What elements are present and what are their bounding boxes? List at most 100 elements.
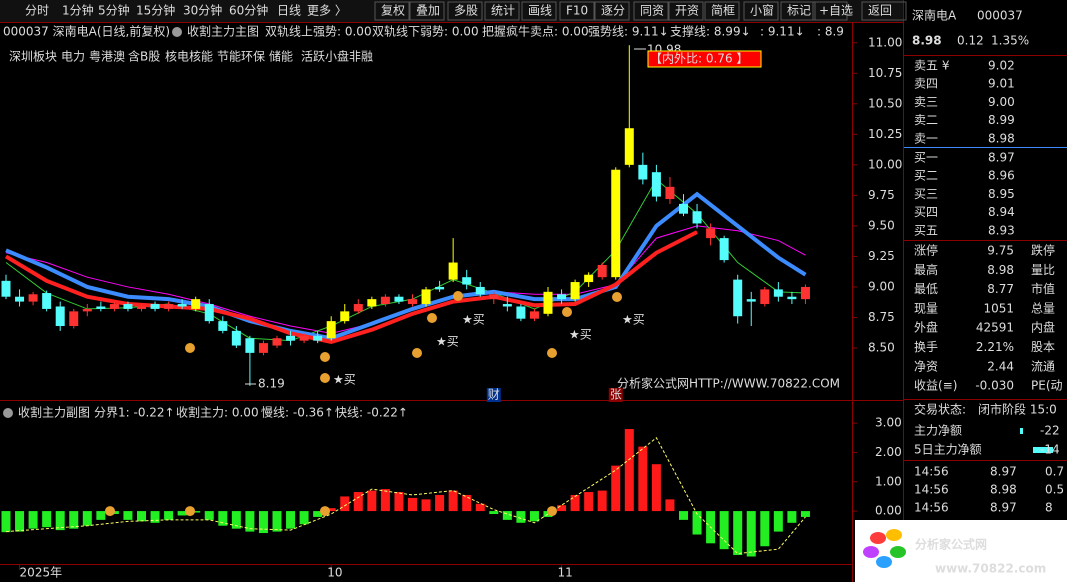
bar xyxy=(746,511,756,557)
stat-value: 8.98 xyxy=(987,263,1014,277)
candle-body xyxy=(679,203,688,214)
toolbar-button[interactable]: 15分钟 xyxy=(136,3,175,18)
y-tick-label: 2.00 xyxy=(875,445,902,459)
candle-body xyxy=(326,321,336,339)
stat-value: 9.75 xyxy=(987,244,1014,258)
concept-tag[interactable]: 节能环保 xyxy=(217,50,265,64)
concept-tag[interactable]: 粤港澳 xyxy=(89,49,125,64)
indicator-icon xyxy=(3,408,13,418)
candle-body xyxy=(529,311,539,319)
toolbar-button[interactable]: 日线 xyxy=(277,4,301,18)
toolbar-button[interactable]: 1分钟 xyxy=(62,3,94,18)
money-bag-icon xyxy=(185,506,195,517)
toolbar-button[interactable]: 60分钟 xyxy=(229,3,268,18)
bar xyxy=(516,511,526,523)
stat-label: 换手 xyxy=(914,340,938,354)
candle-body xyxy=(96,306,106,309)
money-bag-icon xyxy=(320,506,330,517)
candle-body xyxy=(380,296,390,305)
bar xyxy=(137,511,146,522)
concept-tag[interactable]: 含B股 xyxy=(128,49,160,64)
bar xyxy=(448,490,458,512)
stat-label: 涨停 xyxy=(914,243,938,258)
concept-tag[interactable]: 活跃小盘非融 xyxy=(301,49,373,64)
indicator-value: : 9.11↓ xyxy=(760,25,805,39)
money-bag-icon xyxy=(547,506,557,517)
change: 0.12 xyxy=(957,34,984,48)
toolbar-button[interactable]: 30分钟 xyxy=(183,3,222,18)
toolbar-button[interactable]: 叠加 xyxy=(416,4,440,18)
toolbar-button-frame xyxy=(521,1,557,21)
toolbar-button-frame xyxy=(861,1,907,21)
bar xyxy=(353,492,363,512)
candle-body xyxy=(191,299,201,309)
y-tick-label: 8.75 xyxy=(868,310,895,324)
indicator-line xyxy=(4,230,698,344)
toolbar-button[interactable]: 统计 xyxy=(491,4,515,18)
candle-body xyxy=(489,294,499,300)
toolbar-button[interactable]: 复权 xyxy=(381,4,405,18)
x-tick-label: 10 xyxy=(327,566,342,580)
candle-body xyxy=(286,335,296,341)
ask-price: 9.01 xyxy=(988,77,1015,91)
indicator-value: 把握疯牛卖点: 0.00 xyxy=(482,24,589,39)
indicator-name: 收割主力主图 xyxy=(187,24,259,39)
toolbar-button[interactable]: 简框 xyxy=(711,4,735,18)
concept-tag[interactable]: 电力 xyxy=(61,50,85,64)
bar xyxy=(435,494,445,512)
concept-tag[interactable]: 深圳板块 xyxy=(9,50,57,64)
change-pct: 1.35% xyxy=(991,34,1029,48)
tick-price: 8.98 xyxy=(990,483,1017,497)
event-label: 张 xyxy=(610,388,622,402)
bar xyxy=(502,511,512,520)
candle-body xyxy=(719,238,729,261)
toolbar-button[interactable]: 逐分 xyxy=(601,4,625,18)
low-label: 8.19 xyxy=(258,377,285,391)
toolbar-button[interactable]: 5分钟 xyxy=(98,3,130,18)
toolbar-button[interactable]: 小窗 xyxy=(750,4,774,18)
toolbar-button[interactable]: 更多 〉 xyxy=(307,4,347,18)
stat-label: 最低 xyxy=(914,282,938,296)
candle-body xyxy=(543,291,553,314)
candle-body xyxy=(218,321,228,331)
tick-price: 8.97 xyxy=(990,465,1017,479)
ask-label: 卖三 xyxy=(914,95,938,109)
toolbar-button[interactable]: +自选 xyxy=(819,4,853,18)
toolbar-button[interactable]: 分时 xyxy=(25,4,49,18)
toolbar-button-frame xyxy=(780,1,816,21)
stock-code: 000037 xyxy=(977,9,1023,23)
toolbar-button[interactable]: 返回 xyxy=(868,4,892,18)
candle-body xyxy=(177,304,187,307)
y-tick-label: 10.25 xyxy=(868,127,902,141)
candle-body xyxy=(150,304,160,309)
toolbar-button-frame xyxy=(704,1,740,21)
toolbar-button[interactable]: 画线 xyxy=(528,4,552,18)
toolbar-button[interactable]: 同资 xyxy=(640,4,664,18)
candle-body xyxy=(204,304,214,322)
y-tick-label: 9.75 xyxy=(868,188,895,202)
toolbar-button[interactable]: F10 xyxy=(566,4,588,18)
candle-body xyxy=(800,286,810,300)
bar xyxy=(191,511,201,513)
concept-tag[interactable]: 核电核能 xyxy=(165,50,213,64)
legend-item: 收割主力: 0.00 xyxy=(176,405,259,420)
ask-label: 卖五 ¥ xyxy=(914,59,950,73)
toolbar-button[interactable]: 多股 xyxy=(454,4,478,18)
toolbar-button[interactable]: 标记 xyxy=(787,4,811,18)
bar xyxy=(624,429,634,512)
toolbar-button[interactable]: 开资 xyxy=(675,4,699,18)
ask-price: 8.98 xyxy=(988,131,1015,145)
bar xyxy=(611,465,621,512)
bar xyxy=(286,511,296,529)
toolbar-button-frame xyxy=(812,1,848,21)
tick-price: 8.97 xyxy=(990,501,1017,515)
money-bag-icon xyxy=(612,292,622,302)
toolbar-button-frame xyxy=(409,1,445,21)
concept-tag[interactable]: 储能 xyxy=(269,49,293,64)
bid-label: 买五 xyxy=(914,223,938,237)
bar xyxy=(421,499,431,512)
watermark: 分析家公式网HTTP://WWW.70822.COM xyxy=(617,376,840,391)
candle-body xyxy=(245,338,255,353)
candle-body xyxy=(421,289,431,305)
candle-body xyxy=(597,264,607,278)
